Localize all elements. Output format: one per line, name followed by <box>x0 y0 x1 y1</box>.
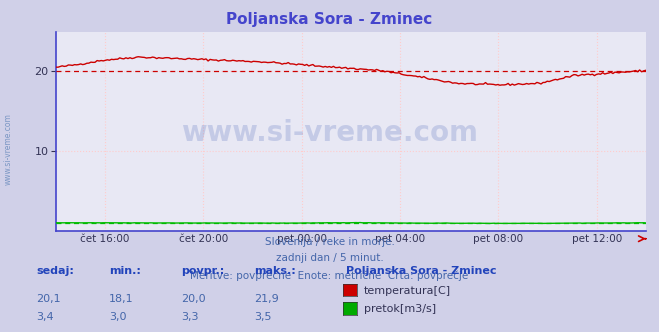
Text: 3,4: 3,4 <box>36 312 54 322</box>
Text: www.si-vreme.com: www.si-vreme.com <box>3 114 13 185</box>
Text: 20,1: 20,1 <box>36 294 61 304</box>
Text: 3,3: 3,3 <box>181 312 199 322</box>
Text: min.:: min.: <box>109 266 140 276</box>
Text: www.si-vreme.com: www.si-vreme.com <box>181 119 478 147</box>
Text: Poljanska Sora - Zminec: Poljanska Sora - Zminec <box>346 266 496 276</box>
Text: 3,0: 3,0 <box>109 312 127 322</box>
Text: Poljanska Sora - Zminec: Poljanska Sora - Zminec <box>227 12 432 27</box>
Text: sedaj:: sedaj: <box>36 266 74 276</box>
Text: 18,1: 18,1 <box>109 294 133 304</box>
Text: Meritve: povprečne  Enote: metrične  Črta: povprečje: Meritve: povprečne Enote: metrične Črta:… <box>190 269 469 281</box>
Text: pretok[m3/s]: pretok[m3/s] <box>364 304 436 314</box>
Text: zadnji dan / 5 minut.: zadnji dan / 5 minut. <box>275 253 384 263</box>
Text: povpr.:: povpr.: <box>181 266 225 276</box>
Text: maks.:: maks.: <box>254 266 295 276</box>
Text: 21,9: 21,9 <box>254 294 279 304</box>
Text: temperatura[C]: temperatura[C] <box>364 286 451 295</box>
Text: 20,0: 20,0 <box>181 294 206 304</box>
Text: 3,5: 3,5 <box>254 312 272 322</box>
Text: Slovenija / reke in morje.: Slovenija / reke in morje. <box>264 237 395 247</box>
